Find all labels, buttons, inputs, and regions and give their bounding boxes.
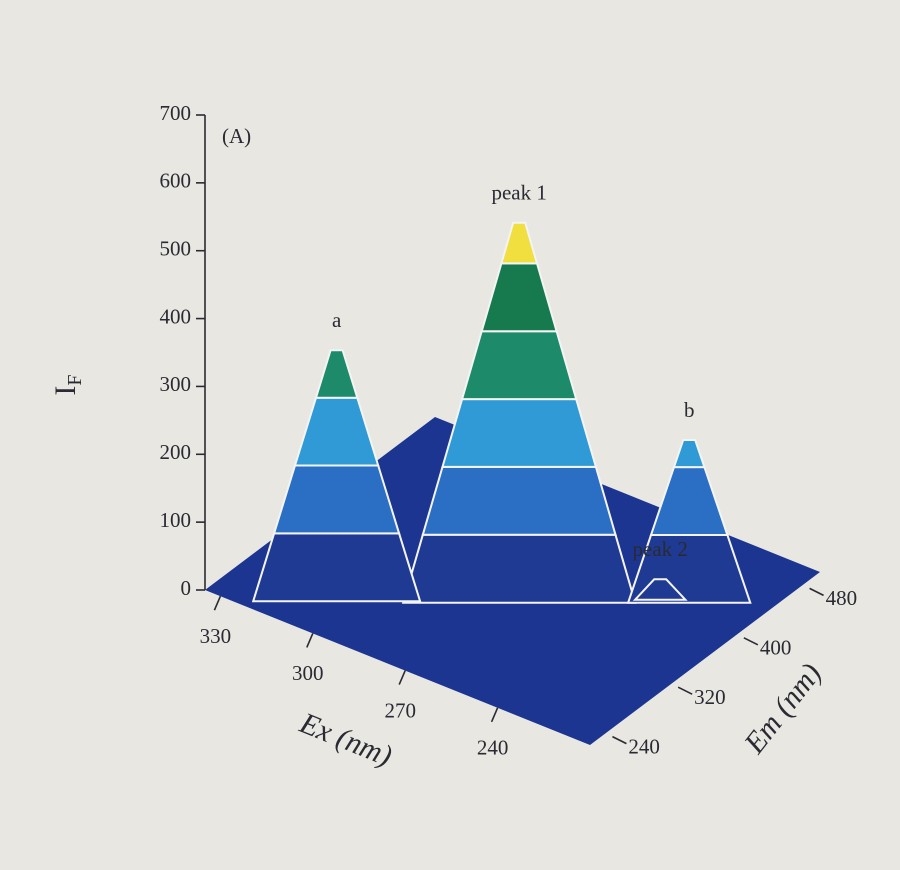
x-tick — [490, 707, 499, 723]
z-tick-label: 600 — [160, 169, 192, 193]
y-tick — [677, 686, 693, 695]
peak-label: peak 1 — [491, 180, 546, 204]
x-tick-label: 270 — [384, 698, 416, 722]
y-tick-label: 240 — [628, 734, 660, 758]
peak-band — [500, 221, 539, 265]
z-tick-label: 400 — [160, 304, 192, 328]
peak-band — [272, 464, 401, 535]
z-tick-label: 200 — [160, 440, 192, 464]
x-tick-label: 330 — [200, 624, 232, 648]
peak — [251, 349, 422, 603]
y-tick-label: 320 — [694, 685, 726, 709]
peak-band — [672, 439, 706, 469]
peak-band — [314, 349, 359, 399]
peak-band — [441, 398, 598, 468]
peak-band — [421, 465, 617, 536]
peak-band — [460, 330, 578, 401]
z-axis-label: IF — [49, 374, 86, 395]
x-tick-label: 300 — [292, 661, 324, 685]
peak-band — [632, 578, 688, 601]
z-label-sub: F — [64, 374, 86, 385]
y-tick — [809, 587, 824, 597]
z-tick-label: 0 — [181, 576, 192, 600]
x-tick — [398, 670, 406, 685]
peak-label: peak 2 — [633, 537, 688, 561]
z-tick-label: 100 — [160, 508, 192, 532]
panel-label: (A) — [222, 124, 251, 148]
z-tick-label: 300 — [160, 372, 192, 396]
x-tick — [213, 595, 222, 611]
peak-label: b — [684, 398, 695, 422]
z-label-main: I — [49, 386, 82, 396]
y-tick-label: 400 — [760, 636, 792, 660]
y-tick — [743, 637, 759, 646]
z-tick-label: 500 — [160, 237, 192, 261]
z-tick-label: 700 — [160, 101, 192, 125]
peak — [632, 578, 688, 601]
peak-band — [401, 533, 637, 604]
peak-label: a — [332, 308, 342, 332]
peak — [401, 221, 637, 604]
peak-band — [251, 532, 422, 603]
y-tick — [612, 735, 627, 745]
y-tick-label: 480 — [826, 586, 858, 610]
x-tick-label: 240 — [477, 736, 509, 760]
x-tick — [306, 633, 314, 648]
